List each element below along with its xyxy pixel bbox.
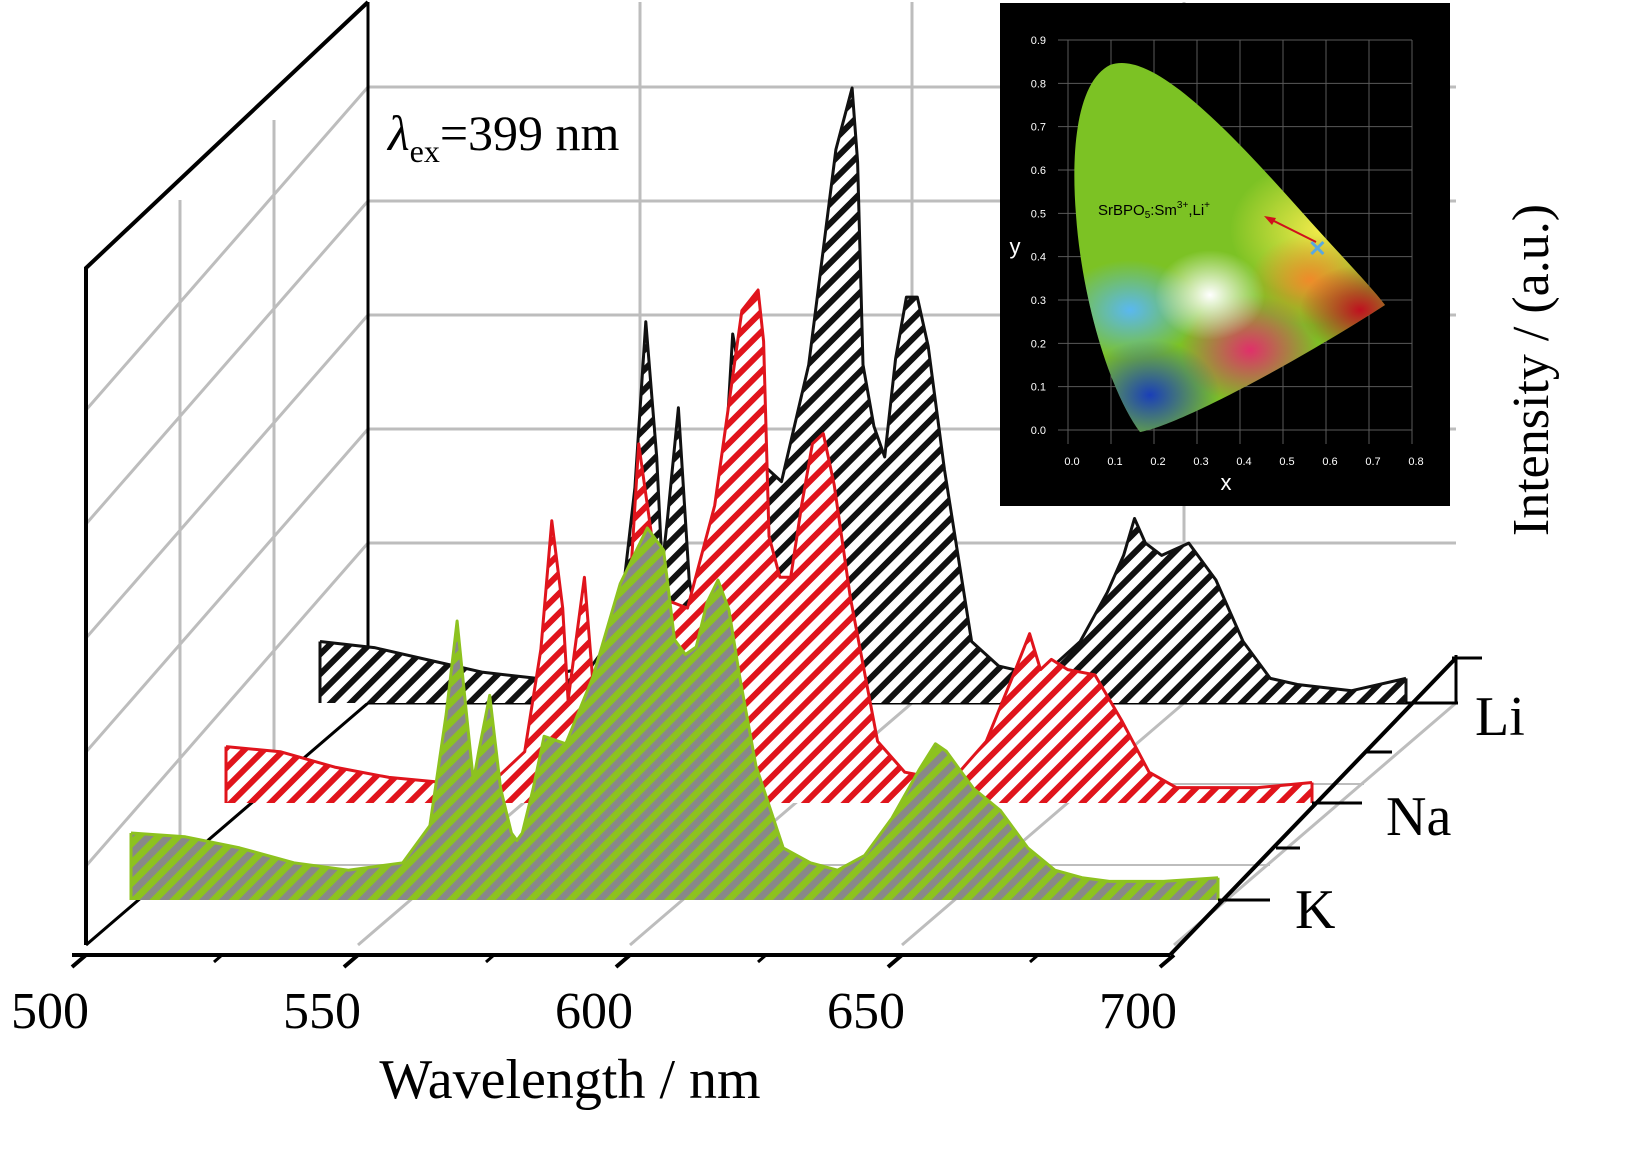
series-line-K	[130, 526, 1219, 883]
label-sub: 5	[1145, 210, 1151, 221]
inset-y-tick-label: 0.7	[1031, 122, 1046, 134]
label-base: SrBPO	[1098, 202, 1145, 219]
x-major-tick	[1158, 953, 1176, 969]
x-minor-tick	[213, 953, 223, 964]
x-tick-label: 500	[11, 983, 89, 1040]
x-axis-title: Wavelength / nm	[379, 1049, 760, 1111]
label-sup1: 3+	[1177, 200, 1189, 211]
inset-x-tick-label: 0.1	[1107, 456, 1122, 468]
inset-y-tick-label: 0.6	[1031, 165, 1046, 177]
side-wall-grid	[84, 200, 370, 525]
cie-inset: 0.0 0.1 0.2 0.3 0.4 0.5 0.6 0.7 0.8 0.0 0.1 0.2 0.3 0…	[1000, 3, 1450, 506]
x-major-tick	[614, 953, 632, 969]
x-minor-tick	[757, 953, 767, 964]
depth-axis-line	[1168, 656, 1458, 957]
x-tick-label: 600	[555, 983, 633, 1040]
inset-x-tick-label: 0.4	[1236, 456, 1251, 468]
inset-y-tick-label: 0.9	[1031, 35, 1046, 47]
inset-y-tick-label: 0.1	[1031, 382, 1046, 394]
inset-x-tick-label: 0.6	[1322, 456, 1337, 468]
inset-x-tick-label: 0.5	[1279, 456, 1294, 468]
cie-horseshoe	[1074, 62, 1385, 433]
series-fill-K	[131, 528, 1218, 900]
series-line-Na	[225, 288, 1313, 790]
x-minor-tick	[1029, 953, 1039, 964]
side-wall-grid	[84, 314, 370, 639]
inset-y-tick-label: 0.4	[1031, 252, 1046, 264]
series-line-Li	[319, 86, 1407, 693]
floor-grid	[901, 701, 1185, 947]
series-fill-Na	[226, 290, 1312, 803]
lambda-subscript: ex	[410, 133, 440, 169]
y-axis-title: Intensity / (a.u.)	[1503, 204, 1560, 536]
x-major-tick	[70, 953, 88, 969]
axes-group: 500 550 600 650 700 Li Na K	[11, 656, 1525, 1040]
inset-x-tick-label: 0.7	[1365, 456, 1380, 468]
series-label-K: K	[1295, 879, 1335, 941]
inset-y-title: y	[1010, 234, 1021, 259]
x-tick-label: 700	[1099, 983, 1177, 1040]
series-Na	[224, 288, 1314, 803]
x-minor-tick	[485, 953, 495, 964]
series-fill-Li	[320, 88, 1406, 703]
inset-y-tick-label: 0.3	[1031, 295, 1046, 307]
series-label-Li: Li	[1475, 686, 1525, 748]
frame-left-edge	[84, 0, 370, 945]
inset-x-tick-label: 0.2	[1150, 456, 1165, 468]
side-wall-grid	[84, 428, 370, 753]
frame-floor-edge	[85, 701, 369, 947]
x-major-tick	[886, 953, 904, 969]
inset-y-tick-label: 0.5	[1031, 208, 1046, 220]
label-end: ,Li	[1188, 202, 1204, 219]
inset-sample-label: SrBPO5:Sm3+,Li+	[1098, 200, 1210, 221]
annotation-value: =399 nm	[440, 105, 620, 161]
spectra-group	[129, 86, 1408, 900]
side-wall-grid	[84, 86, 370, 411]
x-tick-label: 550	[283, 983, 361, 1040]
excitation-annotation: λex=399 nm	[386, 105, 620, 169]
inset-arrow-head	[1264, 216, 1276, 225]
label-mid: :Sm	[1150, 202, 1177, 219]
series-K	[129, 526, 1220, 900]
side-wall-grid	[84, 542, 370, 867]
marker-stroke	[1310, 240, 1325, 256]
inset-arrow-line	[1267, 217, 1317, 243]
inset-x-title: x	[1221, 470, 1232, 495]
series-Li	[318, 86, 1408, 703]
x-tick-label: 650	[827, 983, 905, 1040]
inset-x-tick-label: 0.0	[1064, 456, 1079, 468]
inset-x-tick-label: 0.3	[1193, 456, 1208, 468]
series-label-Na: Na	[1386, 786, 1451, 848]
inset-y-tick-label: 0.0	[1031, 425, 1046, 437]
inset-y-tick-label: 0.2	[1031, 338, 1046, 350]
inset-y-tick-label: 0.8	[1031, 78, 1046, 90]
x-major-tick	[342, 953, 360, 969]
lambda-symbol: λ	[386, 105, 410, 161]
label-sup2: +	[1204, 200, 1210, 211]
inset-x-tick-label: 0.8	[1408, 456, 1423, 468]
chromaticity-point-marker	[1310, 240, 1325, 256]
